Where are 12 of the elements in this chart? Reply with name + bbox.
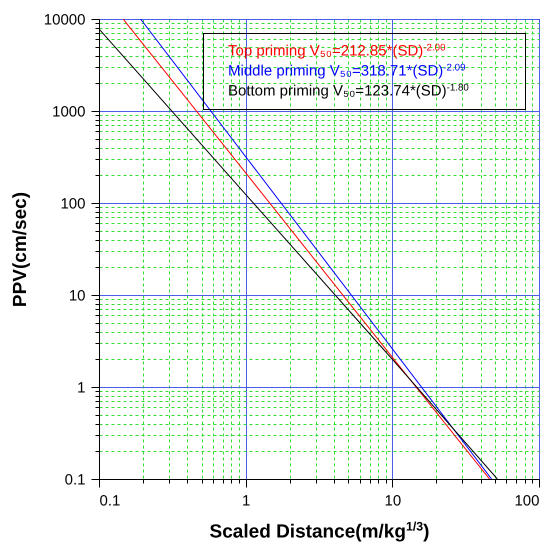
x-tick-label: 10	[384, 492, 402, 510]
y-tick-label: 10000	[44, 12, 86, 28]
x-tick-label: 100	[514, 492, 540, 510]
x-tick-label: 0.1	[100, 492, 120, 510]
y-tick-label: 10	[68, 288, 86, 304]
x-tick-label: 1	[242, 492, 250, 510]
x-axis-title: Scaled Distance(m/kg$^{1/3}$)	[210, 520, 430, 542]
y-tick-label: 1	[77, 380, 86, 396]
y-tick-label: 100	[60, 196, 86, 212]
y-tick-label: 1000	[52, 104, 86, 120]
y-axis-title: PPV(cm/sec)	[10, 192, 31, 308]
y-tick-label: 0.1	[64, 472, 86, 488]
